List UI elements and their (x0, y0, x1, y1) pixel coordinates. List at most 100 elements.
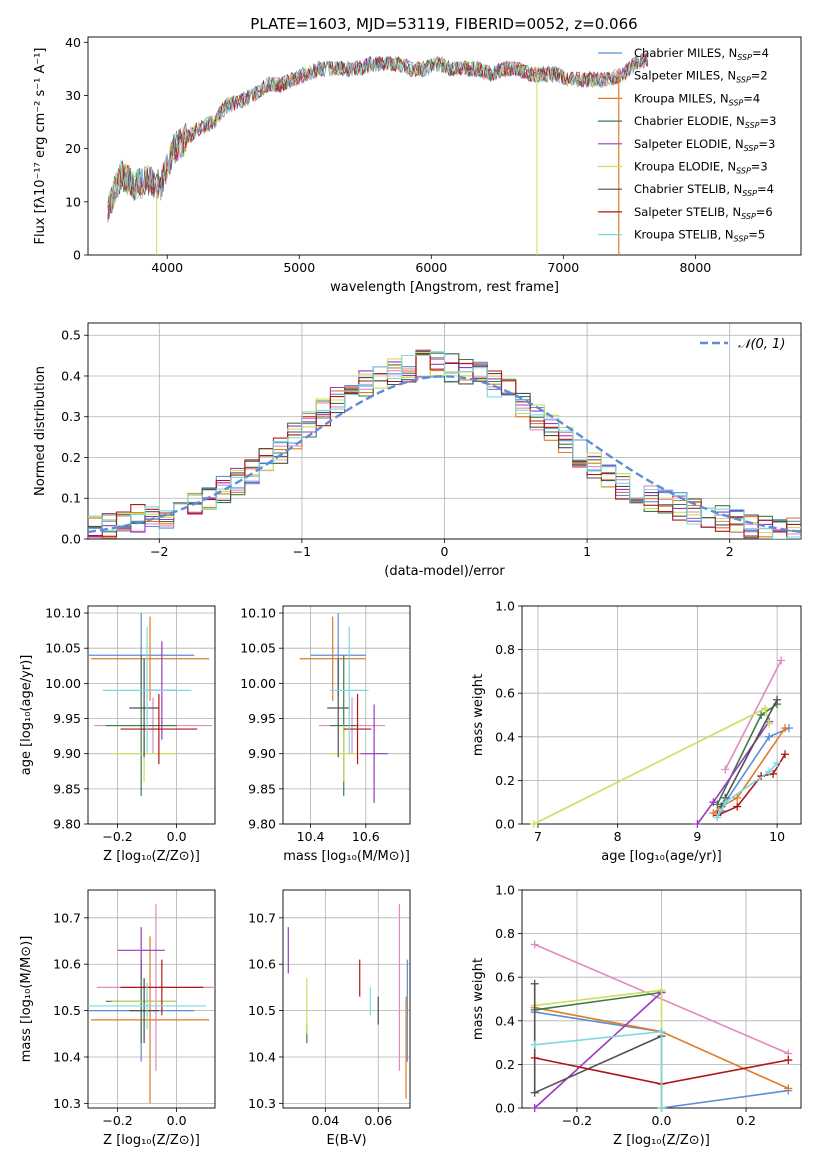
x-tick-label: 10 (769, 829, 785, 844)
weight-marker (781, 750, 790, 759)
y-tick-label: 10.05 (240, 641, 276, 656)
y-tick-label: 9.85 (53, 781, 81, 796)
y-tick-label: 10.5 (53, 1003, 81, 1018)
y-tick-label: 0.3 (61, 409, 81, 424)
weight-marker (530, 940, 539, 949)
x-axis-label: mass [log₁₀(M/M⊙)] (283, 849, 410, 864)
panel-mass-weight-vs-Z: −0.2 0.0 0.2 0.0 0.2 0.4 0.6 0.8 1.0 Z [log₁₀(Z/Z… (471, 883, 802, 1148)
x-axis-label: Z [log₁₀(Z/Z⊙)] (103, 1133, 200, 1148)
x-axis-label: Z [log₁₀(Z/Z⊙)] (103, 849, 200, 864)
weight-marker (733, 793, 742, 802)
x-tick-label: 10.6 (352, 829, 380, 844)
weight-marker (529, 820, 538, 828)
y-tick-label: 10.00 (45, 676, 81, 691)
legend-label: Salpeter MILES, NSSP=2 (634, 69, 768, 85)
y-tick-label: 0.2 (61, 450, 81, 465)
weight-marker (761, 704, 770, 713)
axes-frame (282, 605, 411, 825)
weight-marker (693, 820, 702, 828)
x-tick-label: 6000 (415, 260, 447, 275)
x-tick-label: 0.06 (364, 1113, 392, 1128)
weight-marker (784, 1056, 793, 1065)
x-tick-label: −0.2 (562, 1113, 592, 1128)
weight-marker (777, 656, 786, 665)
x-tick-label: 0.04 (311, 1113, 339, 1128)
weight-marker (765, 767, 774, 776)
y-tick-label: 10.10 (240, 606, 276, 621)
weight-marker (773, 758, 782, 767)
weight-marker (530, 979, 539, 988)
weight-marker (530, 1104, 539, 1112)
axes-frame (87, 889, 216, 1109)
weight-marker (657, 1027, 666, 1036)
y-tick-label: 9.95 (248, 711, 276, 726)
weight-marker (765, 719, 774, 728)
axes-frame (87, 605, 216, 825)
axes-frame (87, 36, 802, 256)
x-axis-label: (data-model)/error (384, 564, 505, 579)
legend-label: Chabrier MILES, NSSP=4 (634, 46, 769, 62)
y-tick-label: 9.90 (248, 746, 276, 761)
x-tick-label: 8000 (679, 260, 711, 275)
spectrum-lines (107, 51, 649, 255)
weight-line (534, 991, 662, 1011)
weight-line (534, 1030, 663, 1108)
x-tick-label: 0.0 (652, 1113, 672, 1128)
y-tick-label: 0.8 (495, 926, 515, 941)
y-tick-label: 10.6 (248, 957, 276, 972)
legend-label: Chabrier STELIB, NSSP=4 (634, 182, 774, 198)
legend-label: Kroupa STELIB, NSSP=5 (634, 228, 765, 244)
x-tick-label: 0.0 (167, 829, 187, 844)
y-axis-label: mass [log₁₀(M/M⊙)] (19, 936, 34, 1063)
y-axis-label: mass weight (471, 674, 486, 756)
x-axis-label: age [log₁₀(age/yr)] (601, 849, 722, 864)
y-tick-label: 40 (65, 35, 81, 50)
weight-marker (721, 798, 730, 807)
weight-marker (709, 798, 718, 807)
panel-mass-weight-vs-age: 7 8 9 10 0.0 0.2 0.4 0.6 0.8 1.0 age [log₁₀(age/yr… (471, 599, 802, 864)
y-tick-label: 20 (65, 141, 81, 156)
y-tick-label: 9.85 (248, 781, 276, 796)
y-tick-label: 0.4 (61, 368, 81, 383)
x-tick-label: 1 (583, 544, 591, 559)
y-tick-label: 0.2 (495, 1057, 515, 1072)
x-tick-label: −0.2 (102, 1113, 132, 1128)
weight-marker (530, 1053, 539, 1062)
x-tick-label: 0.2 (736, 1113, 756, 1128)
y-tick-label: 10.5 (248, 1003, 276, 1018)
x-tick-label: 0 (441, 544, 449, 559)
axes-frame (521, 605, 802, 825)
weight-marker (784, 1084, 793, 1093)
weight-marker (773, 695, 782, 704)
x-tick-label: −2 (150, 544, 168, 559)
y-tick-label: 1.0 (495, 883, 515, 898)
panel-spectrum: 4000 5000 6000 7000 8000 0 10 20 30 40 wavelength … (33, 35, 802, 295)
x-tick-label: 7000 (547, 260, 579, 275)
weight-marker (721, 765, 730, 774)
y-axis-label: mass weight (471, 958, 486, 1040)
weight-marker (781, 724, 790, 733)
histograms (88, 349, 801, 539)
panel-age-vs-Z: −0.2 0.0 9.80 9.85 9.90 9.95 10.00 10.05 10.10 Z … (19, 605, 216, 864)
y-axis-label: Normed distribution (33, 366, 48, 496)
x-tick-label: 2 (726, 544, 734, 559)
y-tick-label: 0.5 (61, 328, 81, 343)
y-tick-label: 10.6 (53, 957, 81, 972)
y-tick-label: 9.95 (53, 711, 81, 726)
y-axis-label: Flux [fλ10⁻¹⁷ erg cm⁻² s⁻¹ A⁻¹] (33, 48, 48, 245)
x-tick-label: 5000 (283, 260, 315, 275)
y-tick-label: 0.2 (495, 773, 515, 788)
legend-label: 𝒩(0, 1) (738, 337, 785, 352)
y-tick-label: 0.4 (495, 1013, 515, 1028)
y-tick-label: 9.80 (53, 817, 81, 832)
legend-label: Chabrier ELODIE, NSSP=3 (634, 114, 776, 130)
x-tick-label: 7 (534, 829, 542, 844)
panel-mass-vs-Z: −0.2 0.0 10.3 10.4 10.5 10.6 10.7 Z [log₁₀(Z/Z⊙… (19, 889, 216, 1148)
histogram-step (88, 352, 801, 539)
y-tick-label: 0.6 (495, 970, 515, 985)
y-tick-label: 10.7 (248, 910, 276, 925)
y-axis-label: age [log₁₀(age/yr)] (19, 655, 34, 776)
weight-line (716, 762, 778, 818)
y-tick-label: 10.05 (45, 641, 81, 656)
